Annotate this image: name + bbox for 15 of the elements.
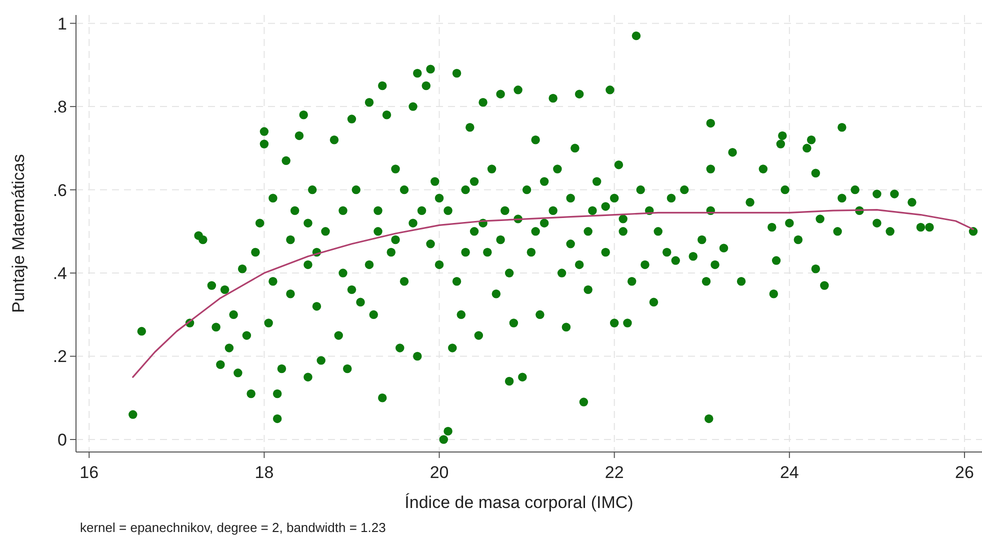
x-tick-label: 22 — [604, 463, 624, 482]
x-axis-title: Índice de masa corporal (IMC) — [404, 493, 634, 512]
y-tick-label: 0 — [58, 430, 67, 450]
y-tick-label: 1 — [58, 14, 67, 34]
y-tick-label: .8 — [52, 98, 67, 117]
x-tick-label: 26 — [955, 463, 974, 482]
text: kernel = epanechnikov, degree = 2, bandwidth = 1.23 — [80, 520, 386, 535]
y-axis-title: Puntaje Matemáticas — [9, 154, 28, 313]
x-tick-label: 20 — [430, 463, 449, 482]
y-tick-label: .4 — [52, 264, 67, 283]
y-tick-label: .6 — [52, 180, 67, 200]
x-tick-label: 18 — [254, 463, 274, 482]
x-tick-label: 24 — [780, 463, 799, 482]
x-tick-label: 16 — [80, 463, 99, 482]
y-tick-label: .2 — [52, 347, 67, 366]
